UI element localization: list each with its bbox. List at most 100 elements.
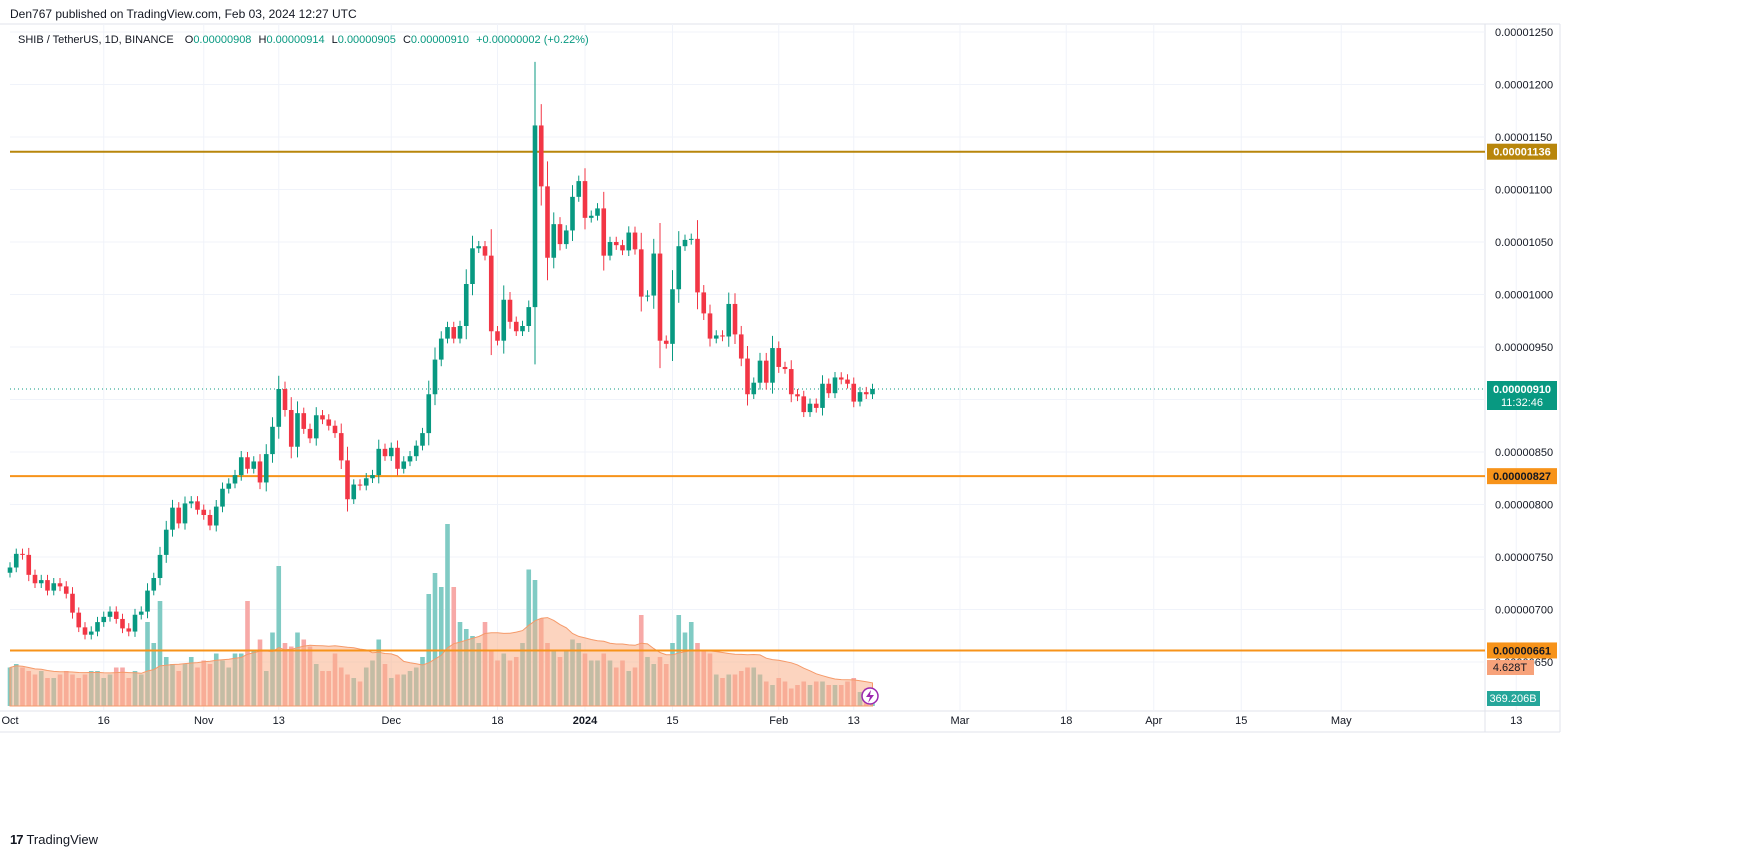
open-value: 0.00000908 <box>193 34 252 46</box>
candle-body <box>145 590 150 612</box>
x-tick-label: 15 <box>1235 715 1247 727</box>
candle-body <box>263 454 269 483</box>
x-tick-label: 13 <box>848 715 860 727</box>
symbol-label[interactable]: SHIB / TetherUS, 1D, BINANCE <box>18 34 174 46</box>
candle-body <box>188 501 194 504</box>
y-tick-label: 0.00001200 <box>1495 80 1553 92</box>
y-tick-label: 0.00000950 <box>1495 342 1553 354</box>
candle-body <box>770 348 775 383</box>
candle-body <box>320 415 325 420</box>
volume-bar <box>157 601 163 706</box>
published-header: Den767 published on TradingView.com, Feb… <box>10 7 357 21</box>
candle-body <box>676 246 682 290</box>
candle-body <box>626 232 632 251</box>
candle-body <box>245 457 250 469</box>
candle-body <box>351 484 357 500</box>
candle-body <box>26 554 32 575</box>
candle-body <box>751 382 757 395</box>
candle-body <box>638 249 644 297</box>
volume-bar <box>276 566 282 706</box>
candle-body <box>270 426 275 455</box>
candle-body <box>726 303 732 337</box>
y-tick-label: 0.00000700 <box>1495 605 1553 617</box>
y-tick-label: 0.00001000 <box>1495 290 1553 302</box>
volume-bar <box>245 601 250 706</box>
candle-body <box>213 506 219 526</box>
candle-body <box>151 578 157 591</box>
candle-body <box>707 313 713 339</box>
open-label: O <box>184 34 194 46</box>
candle-body <box>395 447 400 469</box>
candle-body <box>526 307 532 326</box>
y-tick-label: 0.00001250 <box>1495 27 1553 39</box>
low-value: 0.00000905 <box>337 34 396 46</box>
candle-body <box>476 246 482 249</box>
candle-body <box>226 483 232 489</box>
candle-body <box>851 383 857 402</box>
lightning-bolt-icon <box>866 690 874 703</box>
volume-label: 369.206B <box>1489 693 1536 705</box>
candle-body <box>682 239 688 247</box>
x-tick-label: Dec <box>381 715 401 727</box>
level-price-tag <box>1487 468 1557 485</box>
candle-body <box>657 253 663 341</box>
y-tick-label: 0.00000750 <box>1495 552 1553 564</box>
candle-body <box>701 292 707 314</box>
x-tick-label: 18 <box>1060 715 1072 727</box>
footer-brand[interactable]: 17 TradingView <box>10 832 98 847</box>
candle-body <box>413 445 419 457</box>
candle-body <box>176 507 182 524</box>
candle-body <box>763 360 769 383</box>
candle-body <box>326 419 332 426</box>
volume-bar <box>438 587 444 706</box>
close-value: 0.00000910 <box>410 34 470 46</box>
candle-body <box>101 616 107 623</box>
candle-body <box>557 224 563 245</box>
candle-body <box>182 503 188 524</box>
candle-body <box>451 327 457 339</box>
candle-body <box>695 238 700 293</box>
candle-body <box>870 389 875 395</box>
candle-body <box>201 509 207 515</box>
candle-body <box>688 238 694 240</box>
high-label: H <box>258 34 267 46</box>
candle-body <box>282 389 288 410</box>
x-tick-label: 13 <box>273 715 285 727</box>
candle-body <box>313 415 319 439</box>
volume-tag <box>1487 691 1540 706</box>
candle-body <box>832 377 838 394</box>
candle-body <box>501 299 507 341</box>
candle-body <box>576 181 582 197</box>
candle-body <box>607 242 613 256</box>
candle-body <box>76 612 82 628</box>
candle-body <box>13 553 19 568</box>
candle-body <box>88 631 94 635</box>
x-tick-label: Nov <box>194 715 214 727</box>
volume-ma-area <box>9 617 873 707</box>
candle-body <box>595 208 600 216</box>
candle-body <box>220 488 225 507</box>
candle-body <box>257 461 263 483</box>
candle-body <box>232 475 238 484</box>
plot-background <box>0 24 1760 711</box>
ohlc-legend: SHIB / TetherUS, 1D, BINANCE O0.00000908… <box>18 34 593 46</box>
candle-body <box>820 383 825 408</box>
candle-body <box>195 501 200 510</box>
candle-body <box>138 611 144 615</box>
candle-body <box>601 208 607 256</box>
candle-body <box>613 242 619 246</box>
tradingview-logo-icon: 17 <box>10 832 24 847</box>
candle-body <box>788 369 794 395</box>
candle-body <box>432 359 438 395</box>
last-price-tag <box>1487 381 1557 410</box>
level-price-tag <box>1487 143 1557 160</box>
candle-body <box>582 181 588 218</box>
y-tick-label: 0.00001050 <box>1495 237 1553 249</box>
candle-body <box>426 394 432 434</box>
candle-body <box>63 586 69 594</box>
candle-body <box>438 338 444 360</box>
candle-body <box>357 484 363 486</box>
candle-body <box>382 448 388 457</box>
y-tick-label: 0.00001100 <box>1495 185 1552 197</box>
